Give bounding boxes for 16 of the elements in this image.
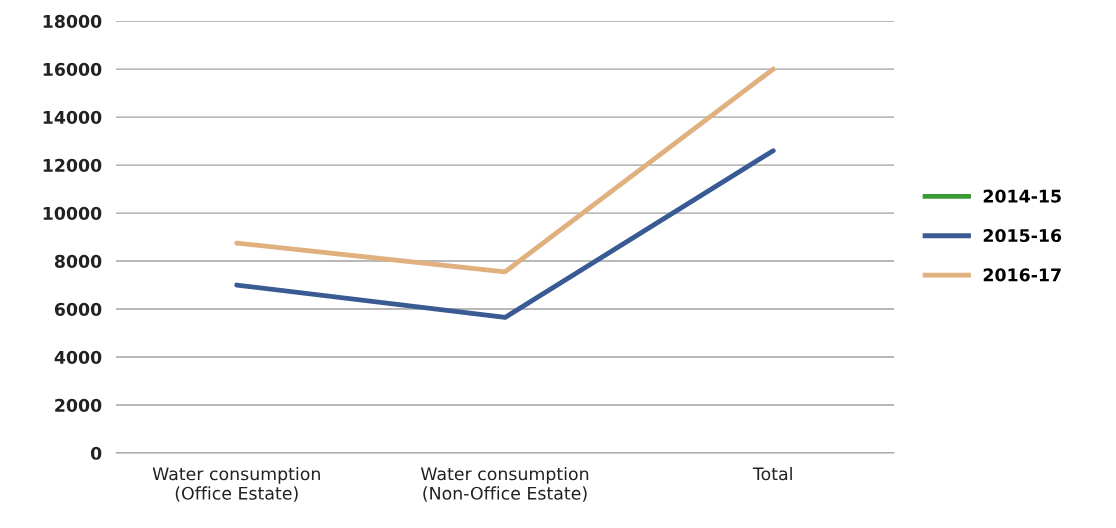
legend-label: 2015-16 bbox=[983, 228, 1062, 243]
x-tick-label: Water consumption (Non-Office Estate) bbox=[420, 466, 589, 502]
y-tick-label: 14000 bbox=[43, 110, 102, 124]
y-tick-label: 10000 bbox=[43, 206, 102, 220]
legend-label: 2016-17 bbox=[983, 268, 1061, 282]
y-tick-label: 2000 bbox=[55, 398, 102, 412]
y-tick-label: 4000 bbox=[54, 350, 102, 364]
y-tick-label: 6000 bbox=[54, 302, 102, 316]
legend-label: 2014-15 bbox=[983, 189, 1061, 203]
x-tick-label: Total bbox=[752, 466, 792, 481]
y-tick-label: 0 bbox=[90, 446, 102, 460]
y-tick-label: 18000 bbox=[43, 14, 102, 28]
x-tick-label: Water consumption (Office Estate) bbox=[152, 466, 320, 502]
y-tick-label: 16000 bbox=[43, 62, 102, 76]
y-tick-label: 12000 bbox=[43, 158, 102, 172]
y-tick-label: 8000 bbox=[54, 254, 102, 268]
